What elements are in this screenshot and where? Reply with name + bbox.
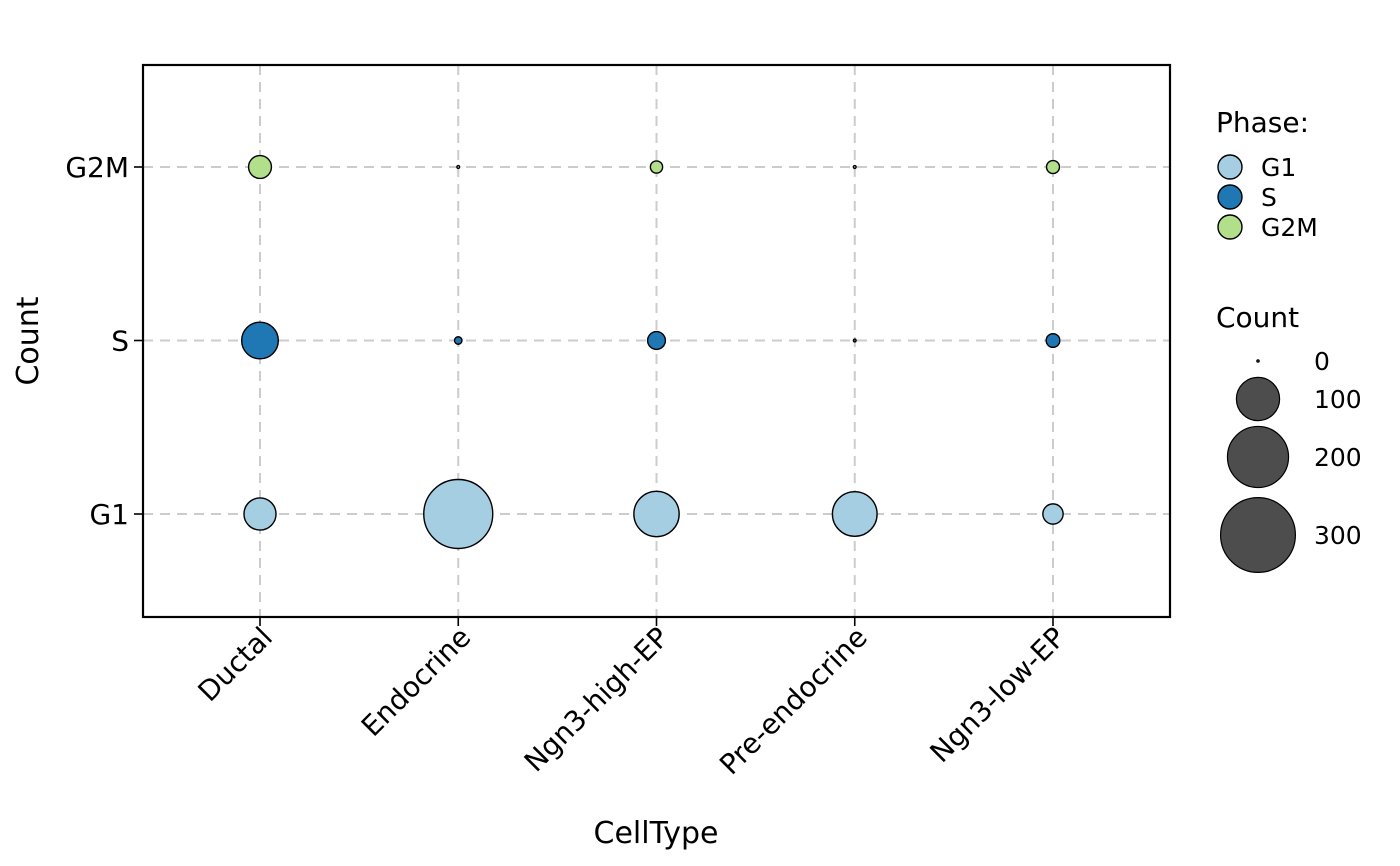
x-tick-label-pre-endocrine: Pre-endocrine [713, 621, 874, 782]
legend-phase-title: Phase: [1216, 106, 1309, 139]
x-tick-label-endocrine: Endocrine [355, 621, 477, 743]
x-tick-label-ductal: Ductal [192, 621, 279, 708]
bubble-ngn3-high-ep-s [646, 330, 667, 351]
x-axis-label: CellType [594, 816, 719, 851]
bubble-endocrine-s [453, 336, 463, 345]
bubble-ngn3-high-ep-g2m [649, 160, 664, 174]
legend-phase-swatch-g2m [1217, 214, 1243, 240]
bubble-ductal-g1 [243, 497, 277, 531]
bubble-pre-endocrine-g1 [831, 490, 878, 538]
bubble-ngn3-low-ep-g2m [1045, 159, 1061, 175]
legend-phase-label-g1: G1 [1261, 153, 1296, 182]
legend-size-swatch-300 [1219, 496, 1297, 574]
x-tick-label-ngn3-high-ep: Ngn3-high-EP [518, 621, 676, 779]
bubble-ngn3-low-ep-g1 [1042, 503, 1064, 525]
legend-size-swatch-200 [1226, 425, 1290, 489]
legend-phase-label-s: S [1261, 183, 1277, 212]
legend-size-label-100: 100 [1314, 385, 1362, 414]
legend-size-title: Count [1216, 301, 1299, 334]
legend-size-swatch-100 [1235, 376, 1281, 422]
bubble-ductal-g2m [247, 154, 273, 180]
legend-size-swatch-0 [1256, 359, 1260, 363]
y-tick-label-s: S [111, 325, 129, 358]
legend-phase-swatch-s [1217, 184, 1243, 210]
bubble-marks [240, 154, 1064, 550]
x-tick-label-ngn3-low-ep: Ngn3-low-EP [924, 621, 1072, 769]
axes: Ductal Endocrine Ngn3-high-EP Pre-endocrine… [65, 151, 1072, 781]
legend-phase-label-g2m: G2M [1261, 213, 1318, 242]
bubble-pre-endocrine-g2m [852, 164, 857, 170]
bubble-ngn3-low-ep-s [1045, 332, 1061, 349]
bubble-endocrine-g1 [423, 478, 494, 550]
y-axis-label: Count [11, 296, 46, 385]
bubble-endocrine-g2m [456, 164, 461, 170]
bubble-ngn3-high-ep-g1 [633, 490, 680, 538]
y-tick-label-g2m: G2M [65, 151, 129, 184]
legend-size-label-0: 0 [1314, 347, 1330, 376]
y-tick-label-g1: G1 [89, 498, 129, 531]
legend-phase-swatch-g1 [1217, 154, 1243, 180]
bubble-ductal-s [240, 321, 280, 360]
bubble-pre-endocrine-s [852, 338, 857, 343]
legend-size-label-300: 300 [1314, 521, 1362, 550]
legend-size-label-200: 200 [1314, 443, 1362, 472]
